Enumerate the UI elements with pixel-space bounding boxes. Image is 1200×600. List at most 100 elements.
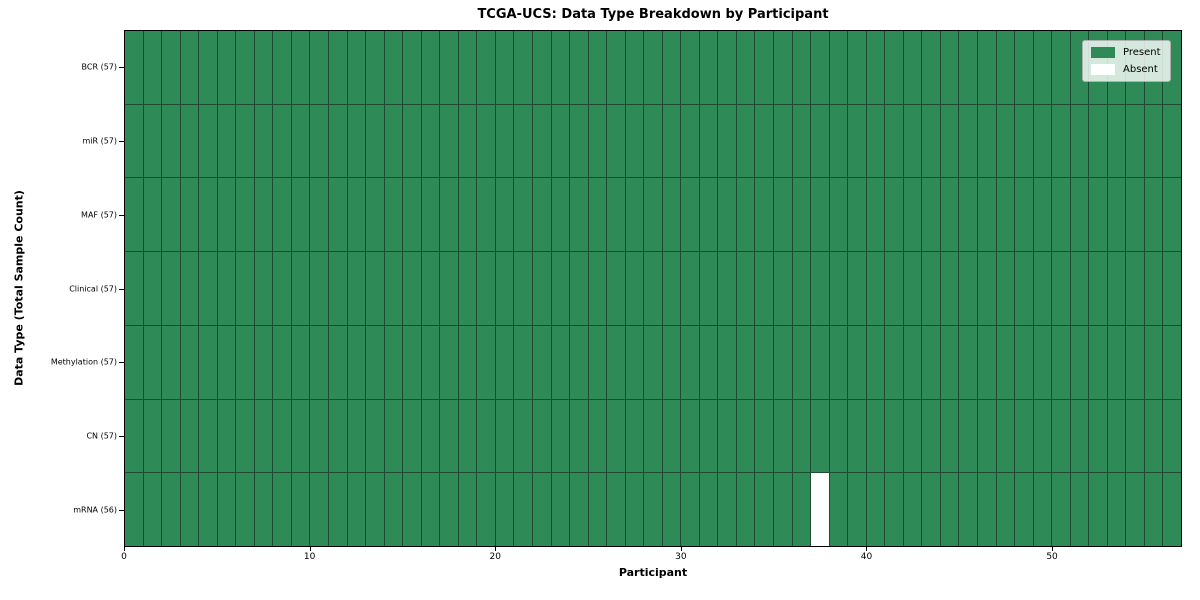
x-tick-label: 10 xyxy=(303,552,316,562)
heatmap-cell-present xyxy=(811,325,829,399)
heatmap-cell-present xyxy=(588,473,607,546)
x-tick-label: 0 xyxy=(121,552,127,562)
heatmap-cell-present xyxy=(291,473,310,546)
heatmap-cell-present xyxy=(273,473,291,546)
heatmap-cell-present xyxy=(310,178,328,252)
heatmap-cell-present xyxy=(588,104,607,178)
heatmap-cell-present xyxy=(199,178,217,252)
heatmap-cell-present xyxy=(310,252,328,325)
heatmap-cell-present xyxy=(384,31,403,104)
y-tick-label: Clinical (57) xyxy=(69,284,117,293)
heatmap-cell-present xyxy=(866,104,885,178)
heatmap-cell-present xyxy=(681,399,699,473)
heatmap-cell-present xyxy=(792,31,811,104)
heatmap-cell-present xyxy=(718,473,736,546)
heatmap-cell-present xyxy=(310,473,328,546)
heatmap-cell-present xyxy=(774,399,792,473)
heatmap-cell-present xyxy=(1126,252,1144,325)
heatmap-cell-present xyxy=(403,31,421,104)
heatmap-cell-present xyxy=(458,104,477,178)
heatmap-cell-present xyxy=(940,31,959,104)
heatmap-cell-present xyxy=(699,31,718,104)
heatmap-cell-present xyxy=(774,473,792,546)
heatmap-cell-present xyxy=(403,325,421,399)
heatmap-cell-present xyxy=(217,325,236,399)
heatmap-cell-present xyxy=(978,399,996,473)
heatmap-cell-present xyxy=(607,104,625,178)
heatmap-cell-present xyxy=(885,473,903,546)
heatmap-cell-present xyxy=(996,31,1015,104)
heatmap-cell-present xyxy=(421,252,440,325)
heatmap-cell-present xyxy=(885,31,903,104)
heatmap-cell-present xyxy=(514,31,532,104)
heatmap-cell-present xyxy=(1089,104,1107,178)
x-tick-mark xyxy=(680,547,682,551)
heatmap-cell-present xyxy=(570,104,588,178)
heatmap-cell-present xyxy=(848,178,866,252)
heatmap-cell-present xyxy=(403,104,421,178)
heatmap-cell-present xyxy=(922,252,940,325)
present-swatch-icon xyxy=(1091,47,1115,58)
heatmap-cell-present xyxy=(959,104,978,178)
heatmap-cell-present xyxy=(125,252,143,325)
heatmap-cell-present xyxy=(662,325,681,399)
heatmap-cell-present xyxy=(1033,399,1052,473)
heatmap-cell-present xyxy=(959,325,978,399)
legend: Present Absent xyxy=(1082,40,1171,82)
heatmap-cell-present xyxy=(236,399,254,473)
heatmap-cell-present xyxy=(570,325,588,399)
heatmap-cell-present xyxy=(829,31,848,104)
heatmap-cell-present xyxy=(866,399,885,473)
heatmap-cell-present xyxy=(755,399,774,473)
legend-entry-absent: Absent xyxy=(1091,64,1161,75)
heatmap-cell-present xyxy=(1126,473,1144,546)
heatmap-cell-present xyxy=(477,252,495,325)
heatmap-cell-present xyxy=(718,178,736,252)
heatmap-cell-present xyxy=(625,252,644,325)
heatmap-cell-present xyxy=(959,31,978,104)
heatmap-cell-present xyxy=(551,473,570,546)
heatmap-cell-present xyxy=(1107,178,1126,252)
heatmap-cell-present xyxy=(588,399,607,473)
heatmap-cell-present xyxy=(1163,104,1181,178)
heatmap-cell-present xyxy=(254,252,273,325)
heatmap-cell-present xyxy=(199,473,217,546)
heatmap-cell-present xyxy=(162,325,180,399)
heatmap-cell-present xyxy=(1144,252,1163,325)
heatmap-cell-present xyxy=(495,473,514,546)
heatmap-cell-present xyxy=(254,325,273,399)
heatmap-cell-present xyxy=(495,31,514,104)
heatmap-cell-present xyxy=(143,325,162,399)
heatmap-cell-present xyxy=(291,252,310,325)
heatmap-cell-present xyxy=(440,178,458,252)
heatmap-cell-present xyxy=(532,325,551,399)
y-tick-label: CN (57) xyxy=(86,431,117,441)
heatmap-cell-present xyxy=(532,178,551,252)
heatmap-cell-present xyxy=(588,178,607,252)
heatmap-cell-present xyxy=(273,104,291,178)
heatmap-cell-present xyxy=(922,104,940,178)
heatmap-cell-present xyxy=(978,104,996,178)
legend-label-present: Present xyxy=(1123,47,1161,58)
heatmap-cell-present xyxy=(236,252,254,325)
heatmap-cell-present xyxy=(180,473,199,546)
heatmap-cell-present xyxy=(588,31,607,104)
x-tick-label: 40 xyxy=(860,552,873,562)
heatmap-cell-present xyxy=(1144,473,1163,546)
heatmap-cell-present xyxy=(310,399,328,473)
x-axis-label: Participant xyxy=(618,566,688,579)
heatmap-cell-present xyxy=(829,252,848,325)
heatmap-cell-present xyxy=(162,252,180,325)
heatmap-cell-present xyxy=(421,31,440,104)
heatmap-cell-present xyxy=(1070,473,1089,546)
heatmap-cell-present xyxy=(1015,104,1033,178)
heatmap-cell-present xyxy=(310,104,328,178)
heatmap-cell-present xyxy=(681,31,699,104)
heatmap-cell-present xyxy=(625,31,644,104)
heatmap-cell-present xyxy=(681,473,699,546)
heatmap-cell-present xyxy=(440,104,458,178)
heatmap-cell-present xyxy=(1144,104,1163,178)
heatmap-cell-present xyxy=(1015,473,1033,546)
heatmap-cell-present xyxy=(328,252,347,325)
heatmap-cell-present xyxy=(1070,252,1089,325)
